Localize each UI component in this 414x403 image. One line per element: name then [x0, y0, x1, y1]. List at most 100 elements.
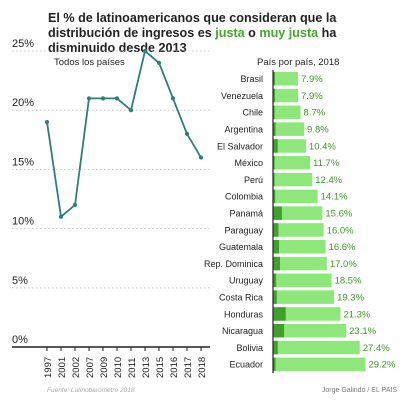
- line-point: [58, 214, 64, 219]
- bar-value-label: 18.5%: [335, 276, 362, 287]
- bar-muy-justa: [273, 156, 275, 170]
- x-tick-label: 2013: [141, 357, 152, 378]
- bar-chart-label: País por país, 2018: [257, 57, 339, 68]
- bar-justa: [273, 273, 332, 288]
- y-tick-label: 20%: [12, 97, 34, 109]
- x-tick-label: 2002: [71, 357, 82, 378]
- bar-muy-justa: [273, 223, 279, 237]
- bar-muy-justa: [273, 206, 282, 220]
- bar-value-label: 8.7%: [304, 108, 326, 119]
- bar-justa: [273, 307, 341, 321]
- x-tick-label: 2010: [113, 357, 124, 378]
- line-point: [142, 48, 148, 54]
- bar-muy-justa: [273, 290, 277, 304]
- bar-muy-justa: [273, 122, 276, 136]
- bar-value-label: 16.6%: [329, 242, 356, 253]
- bar-muy-justa: [273, 340, 278, 355]
- title-part-2: o: [244, 26, 260, 40]
- bar-value-label: 12.4%: [315, 175, 342, 186]
- line-point: [170, 96, 176, 101]
- chart-title: El % de latinoamericanos que consideran …: [48, 11, 388, 56]
- bar-value-label: 7.9%: [301, 91, 323, 102]
- bar-muy-justa: [273, 139, 278, 153]
- line-point: [128, 108, 134, 113]
- bar-justa: [273, 139, 306, 153]
- y-tick-label: 25%: [12, 38, 34, 50]
- line-series: [46, 49, 202, 219]
- line-point: [44, 119, 50, 125]
- bar-justa: [273, 72, 299, 86]
- x-tick-label: 2001: [57, 357, 68, 378]
- bar-muy-justa: [273, 72, 275, 86]
- line-chart-grid: [12, 50, 210, 348]
- line-chart-y-axis: 25% 20% 15% 10% 5% 0%: [12, 38, 34, 346]
- y-tick-label: 15%: [12, 156, 34, 168]
- bar-category-label: Chile: [242, 108, 263, 118]
- line-point: [86, 96, 92, 101]
- bar-muy-justa: [273, 172, 275, 187]
- bar-justa: [273, 122, 305, 136]
- bar-muy-justa: [273, 273, 277, 288]
- bar-value-label: 11.7%: [313, 158, 340, 169]
- bar-category-label: Rep. Dominica: [204, 259, 263, 269]
- bar-justa: [273, 156, 311, 170]
- bar-category-label: Uruguay: [229, 276, 264, 286]
- bar-value-label: 10.4%: [309, 141, 336, 152]
- bar-value-label: 14.1%: [321, 192, 348, 203]
- bar-justa: [273, 105, 301, 120]
- bar-category-label: Costa Rica: [219, 292, 263, 302]
- bar-category-label: Panamá: [229, 208, 263, 218]
- bar-value-label: 17.0%: [330, 259, 357, 270]
- bar-value-label: 29.2%: [368, 360, 395, 371]
- bar-justa: [273, 223, 324, 237]
- line-point: [100, 96, 106, 101]
- bar-justa: [273, 357, 366, 372]
- x-tick-label: 2017: [183, 357, 194, 378]
- bar-category-label: Guatemala: [219, 242, 263, 252]
- bar-muy-justa: [273, 256, 280, 271]
- line-points: [44, 48, 204, 219]
- bar-category-label: Venezuela: [221, 91, 263, 101]
- bar-category-label: Brasil: [240, 74, 263, 84]
- bar-justa: [273, 240, 326, 254]
- bar-value-label: 21.3%: [343, 309, 370, 320]
- bar-category-label: Bolivia: [236, 343, 263, 353]
- x-tick-label: 2015: [155, 357, 166, 378]
- source-note: Fuente: Latinobarómetro 2018: [47, 387, 135, 394]
- title-part-3: ha disminuido desde 2013: [48, 26, 337, 55]
- bar-muy-justa: [273, 88, 275, 103]
- x-tick-label: 1997: [43, 357, 54, 378]
- bar-justa: [273, 172, 313, 187]
- y-tick-label: 0%: [12, 334, 28, 346]
- bar-muy-justa: [273, 307, 286, 321]
- line-point: [114, 96, 120, 101]
- line-point: [198, 155, 204, 160]
- bar-category-label: Colombia: [225, 192, 263, 202]
- bar-justa: [273, 290, 335, 304]
- bar-justa: [273, 88, 299, 103]
- bar-value-label: 9.8%: [307, 124, 329, 135]
- line-point: [156, 60, 162, 65]
- bar-justa: [273, 340, 360, 355]
- bar-muy-justa: [273, 240, 280, 254]
- line-chart-x-axis: 1997 2001 2002 2007 2009 2010 2011 2013 2015 2016…: [43, 347, 208, 378]
- bar-category-label: Honduras: [224, 309, 264, 319]
- bar-muy-justa: [273, 357, 276, 372]
- title-part-1: El % de latinoamericanos que consideran …: [48, 11, 337, 40]
- bar-justa: [273, 256, 327, 271]
- bar-justa: [273, 189, 318, 204]
- x-tick-label: 2016: [169, 357, 180, 378]
- line-point: [72, 202, 78, 208]
- title-highlight-justa: justa: [215, 26, 245, 40]
- credit-note: Jorge Galindo / EL PAIS: [322, 387, 397, 394]
- y-tick-label: 5%: [12, 275, 28, 287]
- bar-category-label: El Salvador: [217, 141, 263, 151]
- x-tick-label: 2007: [85, 357, 96, 378]
- bar-muy-justa: [273, 105, 275, 120]
- title-highlight-muy-justa: muy justa: [259, 26, 319, 40]
- bar-category-label: Ecuador: [229, 360, 263, 370]
- bar-value-label: 15.6%: [325, 208, 352, 219]
- x-tick-label: 2009: [99, 357, 110, 378]
- bar-category-label: México: [234, 158, 263, 168]
